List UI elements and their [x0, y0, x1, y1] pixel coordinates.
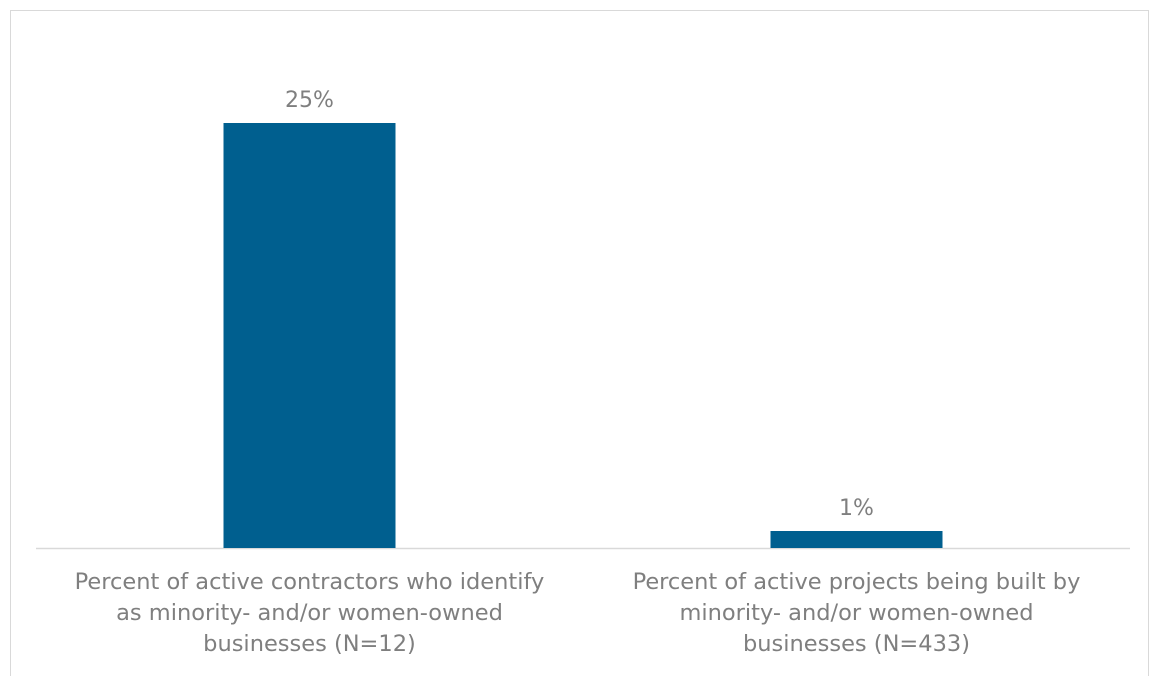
category-label-1-line-1: Percent of active contractors who identi…: [75, 569, 545, 595]
data-label-2: 1%: [839, 496, 874, 521]
category-label-2-line-2: minority- and/or women-owned: [679, 600, 1033, 626]
data-label-1: 25%: [285, 88, 334, 113]
category-label-2-line-1: Percent of active projects being built b…: [633, 569, 1081, 595]
category-label-2: Percent of active projects being built b…: [633, 569, 1081, 657]
category-label-1: Percent of active contractors who identi…: [75, 569, 545, 657]
bar-2: [770, 531, 943, 548]
category-label-1-line-3: businesses (N=12): [203, 631, 416, 657]
category-label-1-line-2: as minority- and/or women-owned: [116, 600, 503, 626]
bar-1: [223, 123, 396, 548]
chart-frame: [10, 10, 1149, 676]
category-label-2-line-3: businesses (N=433): [743, 631, 970, 657]
